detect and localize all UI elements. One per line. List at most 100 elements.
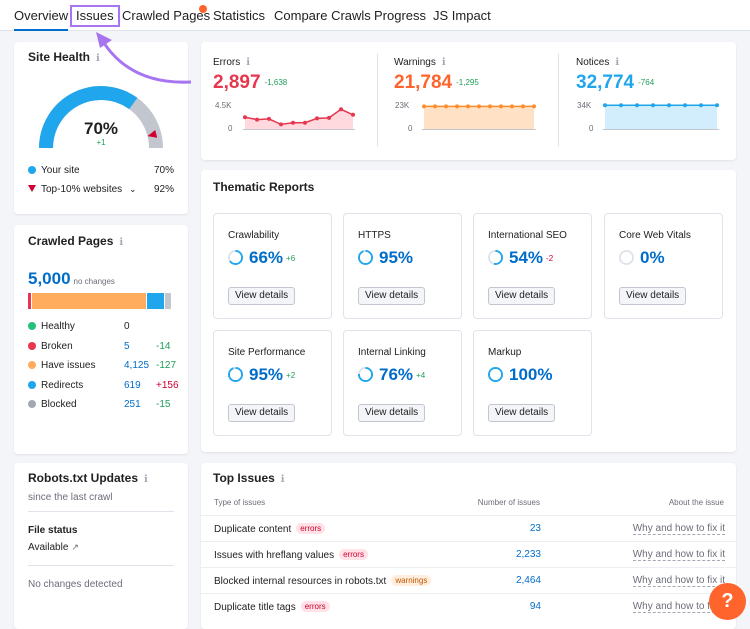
progress-ring-icon <box>358 250 373 265</box>
view-details-button[interactable]: View details <box>358 287 426 305</box>
sparkline-point <box>267 116 271 121</box>
sparkline-point <box>279 122 283 127</box>
table-row[interactable]: Duplicate content errors 23 Why and how to … <box>201 515 736 541</box>
tab-statistics[interactable]: Statistics <box>213 8 266 23</box>
issue-tag: warnings <box>391 575 432 586</box>
legend-dot <box>28 361 36 369</box>
issue-name[interactable]: Duplicate title tags errors <box>214 601 330 613</box>
thematic-card[interactable]: Crawlability 66% +6 View details <box>213 213 332 319</box>
bar-segment[interactable] <box>31 293 147 309</box>
help-button[interactable]: ? <box>709 583 746 620</box>
thematic-name: Internal Linking <box>358 347 426 358</box>
thematic-card[interactable]: International SEO 54% -2 View details <box>473 213 592 319</box>
notices-label[interactable]: Notices ℹ <box>576 57 620 68</box>
issue-name[interactable]: Duplicate content errors <box>214 523 326 535</box>
issue-count[interactable]: 2,233 <box>515 549 541 560</box>
bar-segment[interactable] <box>147 293 164 309</box>
tab-crawled-pages[interactable]: Crawled Pages <box>122 8 211 23</box>
crawled-legend-item[interactable]: Redirects 619 +156 <box>14 380 188 391</box>
info-icon[interactable]: ℹ <box>96 53 100 64</box>
thematic-value[interactable]: 100% <box>488 364 555 387</box>
thematic-card[interactable]: HTTPS 95% View details <box>343 213 462 319</box>
issue-name[interactable]: Issues with hreflang values errors <box>214 549 368 561</box>
table-row[interactable]: Issues with hreflang values errors 2,233 Wh… <box>201 541 736 567</box>
tab-issues[interactable]: Issues <box>70 5 120 27</box>
tab-overview[interactable]: Overview <box>14 8 69 31</box>
site-health-card: Site Health ℹ 70% +1 Your site 70% Top-10… <box>14 42 188 214</box>
why-how-fix-link[interactable]: Why and how to fix it <box>632 549 725 561</box>
legend-top10[interactable]: Top-10% websites ⌄ 92% <box>14 184 188 195</box>
file-status-value[interactable]: Available ↗ <box>28 542 79 553</box>
view-details-button[interactable]: View details <box>358 404 426 422</box>
tab-js-impact[interactable]: JS Impact <box>433 8 491 23</box>
view-details-button[interactable]: View details <box>228 404 296 422</box>
sparkline-point <box>699 103 703 108</box>
crawled-total[interactable]: 5,000 no changes <box>28 269 115 288</box>
thematic-card[interactable]: Core Web Vitals 0% View details <box>604 213 723 319</box>
thematic-value[interactable]: 54% -2 <box>488 247 553 270</box>
issue-name[interactable]: Blocked internal resources in robots.txt… <box>214 575 432 587</box>
table-row[interactable]: Duplicate title tags errors 94 Why and how … <box>201 593 736 619</box>
issue-count[interactable]: 94 <box>529 601 541 612</box>
errors-value[interactable]: 2,897 -1,638 <box>213 72 288 93</box>
errors-axis-top: 4.5K <box>215 101 232 110</box>
legend-dot <box>28 322 36 330</box>
col-count-header: Number of issues <box>477 498 540 507</box>
thematic-card[interactable]: Site Performance 95% +2 View details <box>213 330 332 436</box>
sparkline-point <box>499 104 503 109</box>
view-details-button[interactable]: View details <box>488 287 556 305</box>
thematic-value[interactable]: 66% +6 <box>228 247 295 270</box>
notices-value[interactable]: 32,774 -764 <box>576 72 655 93</box>
why-how-fix-link[interactable]: Why and how to fix it <box>632 523 725 535</box>
notices-axis-top: 34K <box>577 101 592 110</box>
crawled-legend-item[interactable]: Blocked 251 -15 <box>14 399 188 410</box>
tab-compare-crawls[interactable]: Compare Crawls <box>274 8 371 23</box>
tab-progress[interactable]: Progress <box>374 8 427 23</box>
sparkline-area <box>424 106 534 130</box>
bar-segment[interactable] <box>164 293 172 309</box>
crawled-pages-bar[interactable] <box>28 293 174 309</box>
info-icon[interactable]: ℹ <box>119 237 124 248</box>
issues-table-header: Type of issues Number of issues About th… <box>201 491 736 515</box>
thematic-value[interactable]: 95% <box>358 247 416 270</box>
view-details-button[interactable]: View details <box>228 287 296 305</box>
sparkline-point <box>339 107 343 112</box>
warnings-label[interactable]: Warnings ℹ <box>394 57 446 68</box>
thematic-value[interactable]: 76% +4 <box>358 364 425 387</box>
info-icon[interactable]: ℹ <box>144 474 148 485</box>
thematic-reports-card: Thematic Reports Crawlability 66% +6 View d… <box>201 170 736 452</box>
thematic-value[interactable]: 95% +2 <box>228 364 295 387</box>
why-how-fix-link[interactable]: Why and how to fix it <box>632 601 725 613</box>
external-link-icon[interactable]: ↗ <box>71 542 79 552</box>
sparkline-point <box>255 117 259 122</box>
progress-ring-icon <box>228 367 243 382</box>
sparkline-point <box>455 104 459 109</box>
thematic-value[interactable]: 0% <box>619 247 668 270</box>
view-details-button[interactable]: View details <box>488 404 556 422</box>
thematic-card[interactable]: Markup 100% View details <box>473 330 592 436</box>
warnings-value[interactable]: 21,784 -1,295 <box>394 72 479 93</box>
sparkline-point <box>291 120 295 125</box>
info-icon[interactable]: ℹ <box>280 474 285 485</box>
crawled-legend-item[interactable]: Have issues 4,125 -127 <box>14 360 188 371</box>
view-details-button[interactable]: View details <box>619 287 687 305</box>
sparkline-area <box>245 109 353 130</box>
crawled-legend-item[interactable]: Healthy 0 <box>14 321 188 332</box>
col-type-header: Type of issues <box>214 498 266 507</box>
sparkline-point <box>315 116 319 121</box>
crawled-legend-item[interactable]: Broken 5 -14 <box>14 341 188 352</box>
sparkline-area <box>605 105 717 130</box>
issue-tag: errors <box>300 601 330 612</box>
issue-count[interactable]: 2,464 <box>515 575 541 586</box>
issue-count[interactable]: 23 <box>529 523 541 534</box>
chevron-down-icon[interactable]: ⌄ <box>128 184 137 194</box>
why-how-fix-link[interactable]: Why and how to fix it <box>632 575 725 587</box>
thematic-card[interactable]: Internal Linking 76% +4 View details <box>343 330 462 436</box>
bar-segment[interactable] <box>28 293 31 309</box>
table-row[interactable]: Blocked internal resources in robots.txt… <box>201 567 736 593</box>
sparkline-point <box>510 104 514 109</box>
errors-label[interactable]: Errors ℹ <box>213 57 251 68</box>
sparkline-point <box>433 104 437 109</box>
notices-sparkline <box>603 103 719 130</box>
errors-sparkline <box>243 107 355 130</box>
